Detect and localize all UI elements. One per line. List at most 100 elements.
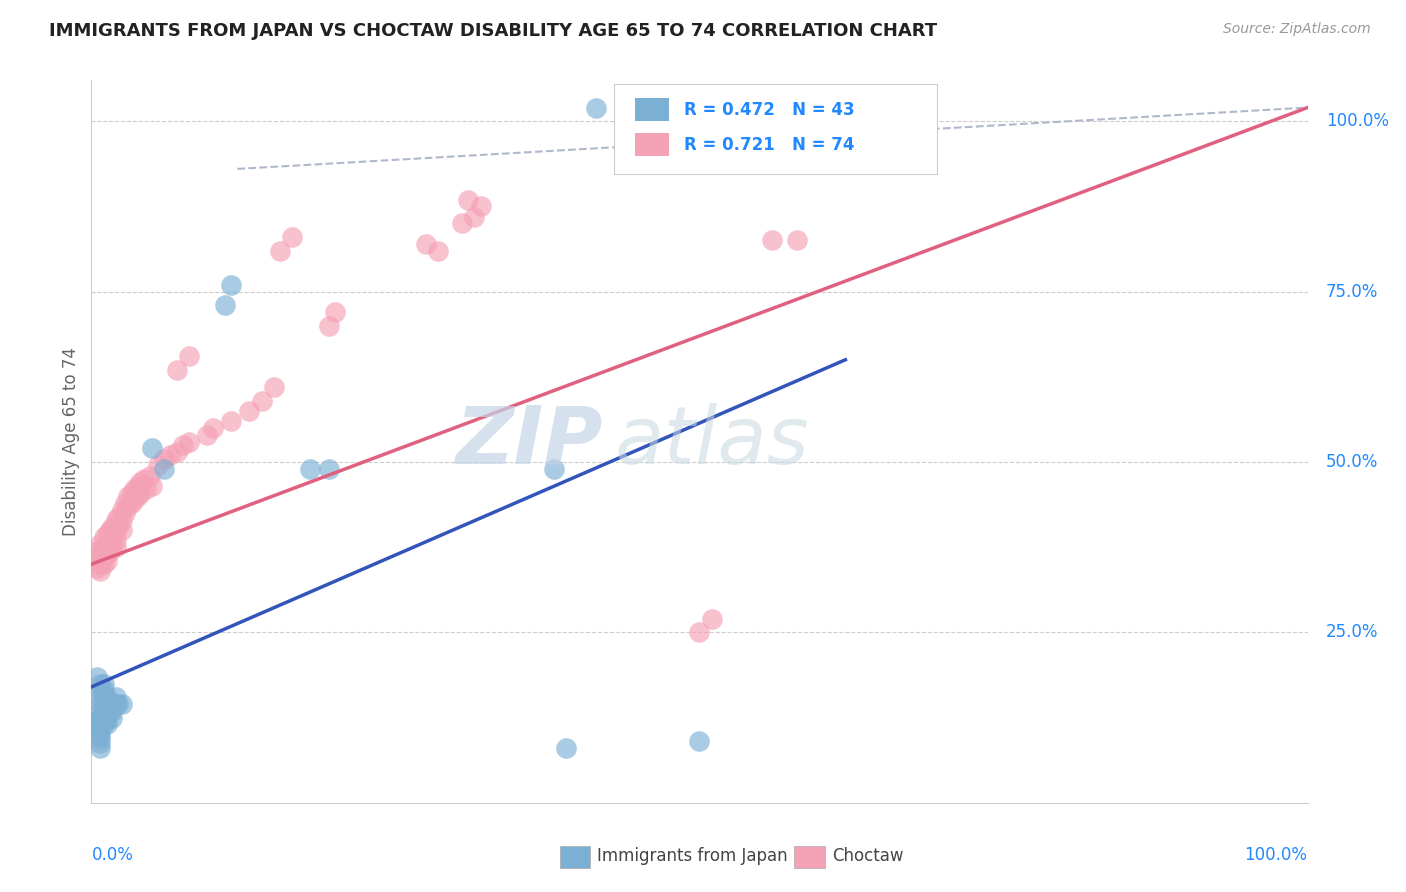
Point [89, 690, 111, 705]
Point [93, 717, 115, 731]
Point [616, 101, 638, 115]
Point [96, 526, 118, 541]
Point [89, 741, 111, 756]
Point [219, 414, 242, 428]
Point [89, 537, 111, 551]
Point [89, 558, 111, 572]
Text: 100.0%: 100.0% [1326, 112, 1389, 130]
Point [463, 210, 485, 224]
Point [129, 485, 152, 500]
Point [700, 612, 723, 626]
Point [122, 482, 145, 496]
Point [104, 697, 127, 711]
Point [98, 533, 121, 548]
Point [86, 560, 108, 574]
Point [127, 479, 149, 493]
Point [159, 448, 181, 462]
Text: R = 0.721   N = 74: R = 0.721 N = 74 [683, 136, 855, 153]
Point [89, 683, 111, 698]
Point [89, 676, 111, 690]
Point [89, 697, 111, 711]
Point [96, 717, 118, 731]
Point [93, 690, 115, 705]
Point [93, 676, 115, 690]
Point [89, 731, 111, 745]
Point [98, 704, 121, 718]
Point [93, 540, 115, 554]
Point [281, 230, 304, 244]
Text: Immigrants from Japan: Immigrants from Japan [598, 847, 787, 865]
Point [86, 670, 108, 684]
Point [755, 101, 778, 115]
Point [269, 244, 291, 258]
Point [117, 500, 139, 514]
Point [93, 530, 115, 544]
Point [104, 540, 127, 554]
Point [543, 462, 565, 476]
Point [141, 442, 163, 456]
Point [93, 558, 115, 572]
Point [153, 451, 176, 466]
Point [323, 305, 346, 319]
Point [101, 710, 124, 724]
Y-axis label: Disability Age 65 to 74: Disability Age 65 to 74 [62, 347, 80, 536]
Point [111, 523, 134, 537]
Point [172, 438, 194, 452]
Point [238, 404, 260, 418]
Point [457, 193, 479, 207]
Point [89, 728, 111, 742]
Point [318, 462, 340, 476]
Point [89, 736, 111, 750]
Point [122, 492, 145, 507]
Point [98, 697, 121, 711]
Point [111, 502, 134, 516]
Point [761, 234, 783, 248]
Point [101, 704, 124, 718]
Point [263, 380, 285, 394]
Point [98, 543, 121, 558]
Point [89, 722, 111, 736]
Point [299, 462, 322, 476]
Text: atlas: atlas [614, 402, 808, 481]
Point [415, 236, 437, 251]
Point [89, 710, 111, 724]
Point [470, 199, 492, 213]
Point [132, 472, 155, 486]
Point [86, 554, 108, 568]
Point [104, 690, 127, 705]
Point [148, 458, 170, 473]
Point [166, 363, 188, 377]
Point [96, 710, 118, 724]
Point [101, 530, 124, 544]
Text: Source: ZipAtlas.com: Source: ZipAtlas.com [1223, 22, 1371, 37]
Text: 0.0%: 0.0% [91, 847, 134, 864]
Bar [794, 847, 825, 868]
Point [129, 475, 152, 490]
Point [93, 683, 115, 698]
Text: IMMIGRANTS FROM JAPAN VS CHOCTAW DISABILITY AGE 65 TO 74 CORRELATION CHART: IMMIGRANTS FROM JAPAN VS CHOCTAW DISABIL… [49, 22, 938, 40]
Point [554, 741, 576, 756]
Point [318, 318, 340, 333]
Point [80, 714, 103, 728]
Text: 50.0%: 50.0% [1326, 453, 1378, 471]
Bar [560, 847, 591, 868]
Bar [636, 98, 669, 121]
Point [688, 734, 710, 748]
Point [202, 421, 225, 435]
Point [107, 697, 129, 711]
Point [117, 489, 139, 503]
Bar [636, 133, 669, 156]
Point [96, 690, 118, 705]
Point [585, 101, 607, 115]
Point [127, 489, 149, 503]
Point [89, 547, 111, 561]
Point [84, 717, 107, 731]
Point [214, 298, 236, 312]
Point [96, 547, 118, 561]
Point [101, 540, 124, 554]
Point [114, 496, 136, 510]
Text: 75.0%: 75.0% [1326, 283, 1378, 301]
Point [96, 554, 118, 568]
Point [135, 482, 157, 496]
Point [104, 513, 127, 527]
